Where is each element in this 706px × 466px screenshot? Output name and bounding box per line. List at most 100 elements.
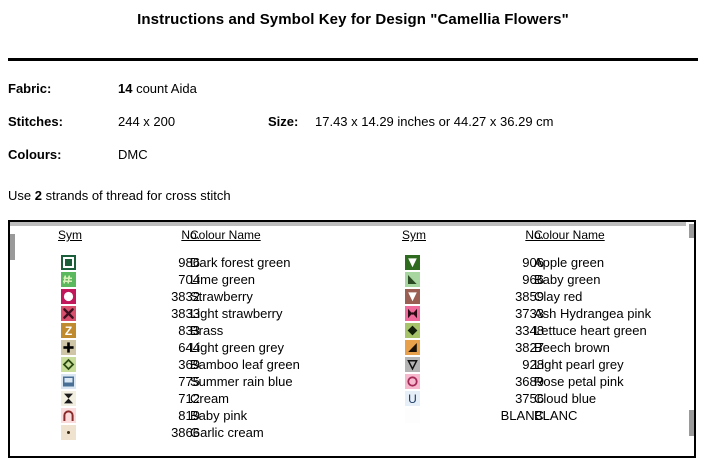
key-row: 928 Light pearl grey: [354, 356, 698, 373]
symbol-swatch-triangle-down-white-icon: [405, 289, 420, 304]
vertical-scrollbar-thumb-left[interactable]: [10, 234, 15, 260]
colour-name: Rose petal pink: [534, 374, 624, 389]
strands-prefix: Use: [8, 188, 35, 203]
colour-name: Baby green: [534, 272, 601, 287]
thread-number: 3833: [171, 306, 200, 321]
colour-name: Strawberry: [190, 289, 253, 304]
colour-name: Bamboo leaf green: [190, 357, 300, 372]
pattern-info-block: Fabric: 14 count Aida Stitches: 244 x 20…: [0, 72, 706, 171]
thread-number: 986: [178, 255, 200, 270]
thread-number: 369: [178, 357, 200, 372]
thread-number: BLANC: [500, 408, 544, 423]
key-row: 644 Light green grey: [10, 339, 354, 356]
horizontal-scrollbar[interactable]: [10, 222, 686, 226]
fabric-count: 14: [118, 81, 133, 96]
thread-number: 704: [178, 272, 200, 287]
stitches-value: 244 x 200: [118, 114, 176, 129]
symbol-swatch-diamond-filled-icon: [405, 323, 420, 338]
key-row: 3689 Rose petal pink: [354, 373, 698, 390]
symbol-swatch-sharp-icon: [61, 272, 76, 287]
thread-number: 3733: [515, 306, 544, 321]
symbol-key-panel: Sym No. Colour Name 986 Dark forest green…: [8, 220, 696, 458]
symbol-swatch-x-cross-icon: [61, 306, 76, 321]
colour-name: Garlic cream: [190, 425, 264, 440]
key-row: 3832 Strawberry: [10, 288, 354, 305]
key-row: 3733 Ash Hydrangea pink: [354, 305, 698, 322]
colours-label: Colours:: [8, 147, 62, 162]
thread-number: 966: [522, 272, 544, 287]
key-row: 986 Dark forest green: [10, 254, 354, 271]
colour-name: Summer rain blue: [190, 374, 293, 389]
column-header-name-2: Colour Name: [534, 228, 605, 242]
colour-name: Brass: [190, 323, 224, 338]
symbol-swatch-letter-z-icon: Z: [61, 323, 76, 338]
thread-number: 3859: [515, 289, 544, 304]
info-row-fabric: Fabric: 14 count Aida: [0, 72, 706, 105]
symbol-swatch-bowtie-icon: [405, 306, 420, 321]
symbol-swatch-arch-icon: [61, 408, 76, 423]
header-divider: [8, 58, 698, 61]
colour-name: Lime green: [190, 272, 256, 287]
column-header-sym: Sym: [58, 228, 82, 242]
thread-number: 3348: [515, 323, 544, 338]
colour-name: Light green grey: [190, 340, 284, 355]
colour-name: Cloud blue: [534, 391, 597, 406]
thread-number: 3866: [171, 425, 200, 440]
thread-number: 3689: [515, 374, 544, 389]
key-row: 819 Baby pink: [10, 407, 354, 424]
symbol-swatch-half-square-icon: [61, 374, 76, 389]
column-header-name: Colour Name: [190, 228, 261, 242]
strands-suffix: strands of thread for cross stitch: [41, 188, 231, 203]
symbol-swatch-triangle-right-filled-icon: [405, 340, 420, 355]
key-row: 3833 Light strawberry: [10, 305, 354, 322]
info-row-colours: Colours: DMC: [0, 138, 706, 171]
symbol-swatch-circle-outline-icon: [405, 374, 420, 389]
vertical-scrollbar-thumb-right-bottom[interactable]: [689, 410, 694, 436]
key-row: U 3756 Cloud blue: [354, 390, 698, 407]
strands-instruction: Use 2 strands of thread for cross stitch: [8, 188, 231, 203]
fabric-label: Fabric:: [8, 81, 52, 96]
key-row: 906 Apple green: [354, 254, 698, 271]
symbol-swatch-triangle-corner-icon: [405, 272, 420, 287]
colour-name: Beech brown: [534, 340, 610, 355]
symbol-swatch-blank-icon: [405, 408, 420, 423]
key-row: 775 Summer rain blue: [10, 373, 354, 390]
size-label: Size:: [268, 114, 299, 129]
thread-number: 644: [178, 340, 200, 355]
colour-name: Baby pink: [190, 408, 248, 423]
key-row: 704 Lime green: [10, 271, 354, 288]
symbol-swatch-plus-icon: [61, 340, 76, 355]
info-row-stitches: Stitches: 244 x 200 Size: 17.43 x 14.29 …: [0, 105, 706, 138]
symbol-swatch-letter-u-icon: U: [405, 391, 420, 406]
thread-number: 3827: [515, 340, 544, 355]
colour-name: Dark forest green: [190, 255, 291, 270]
colour-name: Clay red: [534, 289, 583, 304]
size-value: 17.43 x 14.29 inches or 44.27 x 36.29 cm: [315, 114, 554, 129]
thread-number: 819: [178, 408, 200, 423]
key-rows-right: 906 Apple green 966 Baby green 3859 Clay re…: [354, 254, 698, 424]
colour-name: Lettuce heart green: [534, 323, 647, 338]
vertical-scrollbar-thumb-right-top[interactable]: [689, 224, 694, 238]
thread-number: 928: [522, 357, 544, 372]
symbol-swatch-open-square-icon: [61, 255, 76, 270]
key-column-right: Sym No. Colour Name 906 Apple green 966 Ba…: [354, 222, 698, 456]
column-header-sym-2: Sym: [402, 228, 426, 242]
thread-number: 775: [178, 374, 200, 389]
symbol-swatch-triangle-down-outline-icon: [405, 357, 420, 372]
thread-number: 3756: [515, 391, 544, 406]
colour-name: Ash Hydrangea pink: [534, 306, 652, 321]
key-row: 3827 Beech brown: [354, 339, 698, 356]
thread-number: 833: [178, 323, 200, 338]
stitches-label: Stitches:: [8, 114, 63, 129]
key-row: 966 Baby green: [354, 271, 698, 288]
fabric-count-suffix: count Aida: [132, 81, 197, 96]
colour-name: Light strawberry: [190, 306, 283, 321]
thread-number: 906: [522, 255, 544, 270]
strands-count: 2: [34, 188, 42, 203]
column-header-no-2: No.: [525, 228, 544, 242]
symbol-swatch-hourglass-icon: [61, 391, 76, 406]
key-row: BLANC BLANC: [354, 407, 698, 424]
symbol-swatch-filled-circle-icon: [61, 289, 76, 304]
key-rows-left: 986 Dark forest green 704 Lime green 3832 S…: [10, 254, 354, 441]
colour-name: Cream: [190, 391, 230, 406]
